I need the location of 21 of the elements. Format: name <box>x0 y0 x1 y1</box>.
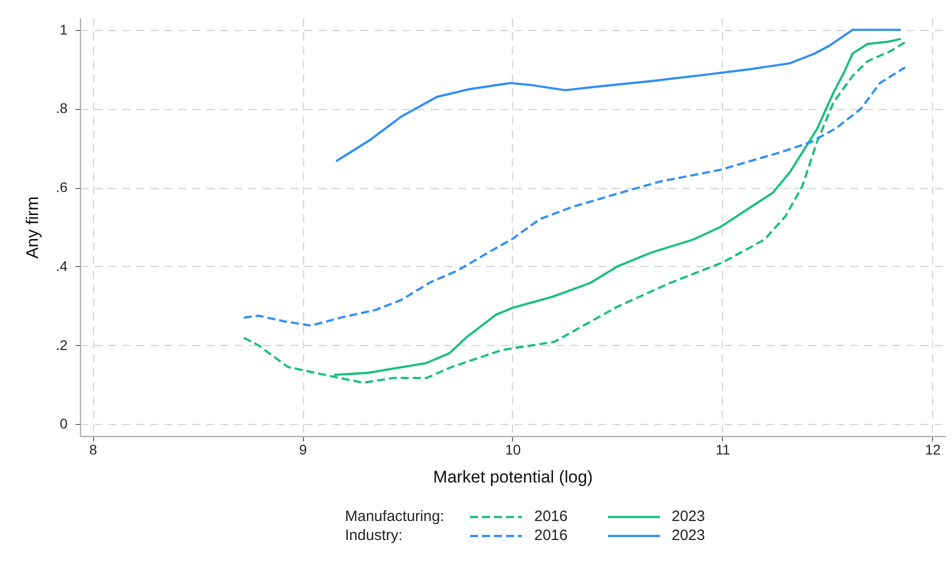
legend-label: 2016 <box>534 527 568 544</box>
y-tick-label: .8 <box>56 100 68 116</box>
x-axis-title: Market potential (log) <box>433 468 593 486</box>
legend-label: 2023 <box>672 527 705 544</box>
text: Manufacturing: <box>345 508 444 525</box>
legend-label: 2023 <box>672 508 705 525</box>
line-series <box>242 66 906 327</box>
y-tick-label: .2 <box>56 336 68 353</box>
x-tick-label: 10 <box>505 442 521 458</box>
y-tick-label: .6 <box>56 179 68 196</box>
x-tick-label: 8 <box>89 442 98 458</box>
text: Industry: <box>345 527 404 544</box>
legend-label: 2016 <box>534 508 568 525</box>
y-axis-title: Any firm <box>22 196 42 259</box>
y-tick-label: 1 <box>60 21 68 38</box>
y-tick-label: 0 <box>60 416 68 432</box>
line-series <box>335 28 902 162</box>
x-tick-label: 11 <box>716 442 730 458</box>
x-tick-label: 9 <box>299 442 308 458</box>
y-tick-label: .4 <box>56 258 68 274</box>
x-tick-label: 12 <box>925 442 941 458</box>
